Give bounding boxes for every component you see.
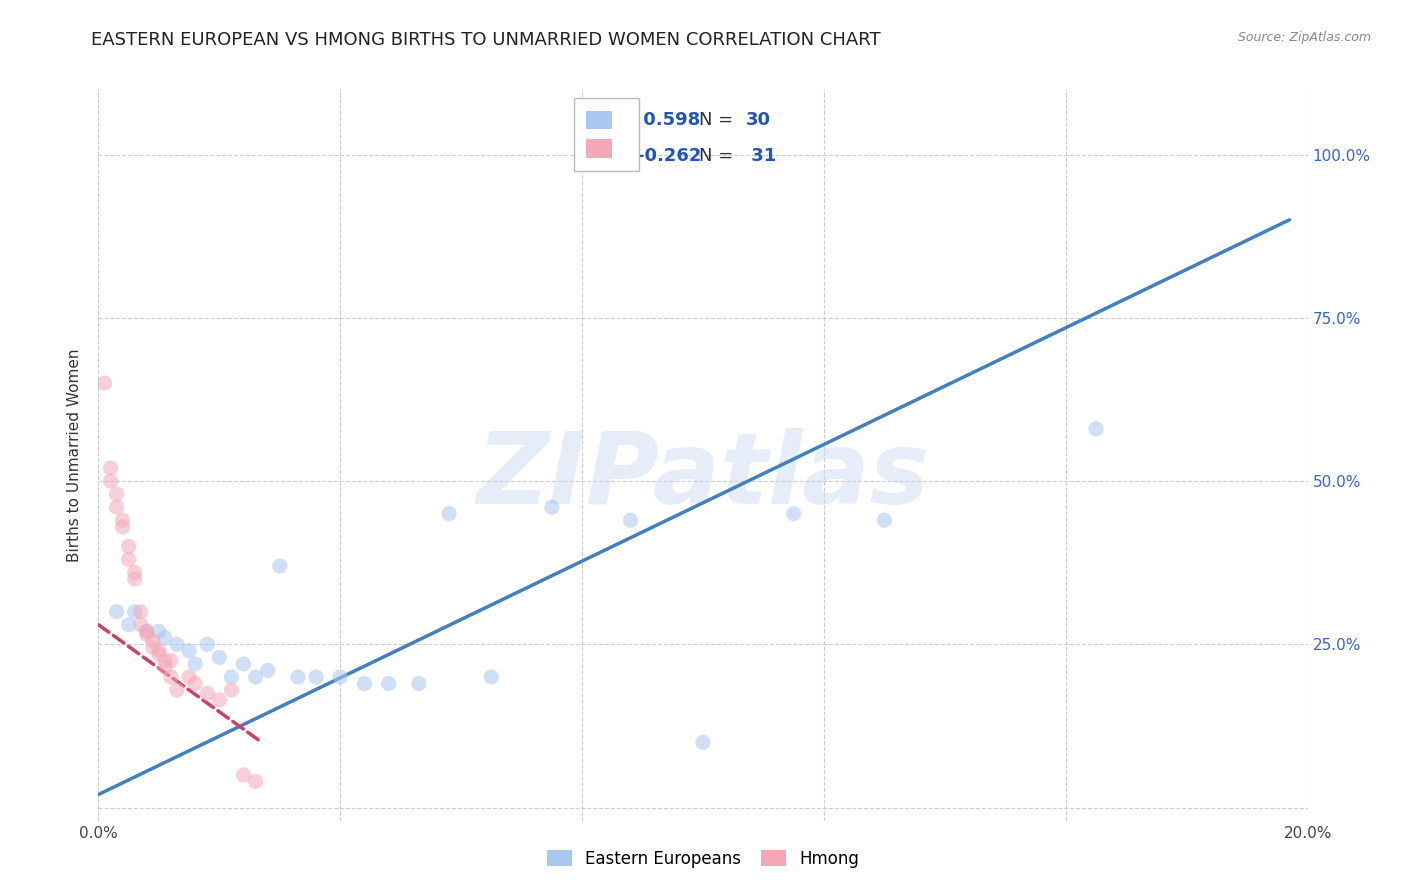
Point — [105, 487, 128, 501]
Point — [481, 670, 503, 684]
Point — [105, 605, 128, 619]
Point — [408, 676, 430, 690]
Legend: , : , — [574, 98, 638, 171]
Point — [692, 735, 714, 749]
Point — [135, 624, 157, 639]
Point — [232, 768, 254, 782]
Point — [195, 637, 218, 651]
Point — [232, 657, 254, 671]
Point — [100, 461, 122, 475]
Text: N =: N = — [700, 111, 734, 128]
Point — [148, 647, 170, 661]
Point — [287, 670, 309, 684]
Point — [783, 507, 806, 521]
Point — [329, 670, 352, 684]
Point — [437, 507, 460, 521]
Point — [124, 572, 146, 586]
Point — [135, 627, 157, 641]
Point — [148, 624, 170, 639]
Text: 0.598: 0.598 — [637, 111, 700, 128]
Point — [93, 376, 115, 390]
Point — [111, 520, 134, 534]
Point — [221, 683, 243, 698]
Point — [873, 513, 896, 527]
Point — [540, 500, 562, 515]
Point — [245, 774, 267, 789]
Point — [166, 683, 188, 698]
Point — [269, 558, 291, 573]
Point — [179, 670, 201, 684]
Point — [118, 617, 141, 632]
Point — [184, 657, 207, 671]
Point — [111, 513, 134, 527]
Point — [377, 676, 399, 690]
Point — [353, 676, 375, 690]
Legend: Eastern Europeans, Hmong: Eastern Europeans, Hmong — [540, 844, 866, 875]
Text: EASTERN EUROPEAN VS HMONG BIRTHS TO UNMARRIED WOMEN CORRELATION CHART: EASTERN EUROPEAN VS HMONG BIRTHS TO UNMA… — [91, 31, 882, 49]
Point — [142, 634, 165, 648]
Point — [208, 650, 231, 665]
Text: R =: R = — [585, 147, 617, 165]
Point — [142, 640, 165, 655]
Point — [305, 670, 328, 684]
Text: ZIPatlas: ZIPatlas — [477, 428, 929, 525]
Text: Source: ZipAtlas.com: Source: ZipAtlas.com — [1237, 31, 1371, 45]
Point — [256, 664, 278, 678]
Point — [221, 670, 243, 684]
Point — [160, 670, 183, 684]
Point — [160, 654, 183, 668]
Point — [166, 637, 188, 651]
Point — [124, 605, 146, 619]
Text: R =: R = — [585, 111, 617, 128]
Point — [118, 552, 141, 566]
Point — [184, 676, 207, 690]
Text: 31: 31 — [745, 147, 776, 165]
Text: -0.262: -0.262 — [637, 147, 702, 165]
Point — [153, 660, 176, 674]
Point — [195, 686, 218, 700]
Point — [100, 474, 122, 488]
Point — [153, 631, 176, 645]
Point — [118, 539, 141, 553]
Y-axis label: Births to Unmarried Women: Births to Unmarried Women — [67, 348, 83, 562]
Point — [129, 617, 152, 632]
Point — [124, 566, 146, 580]
Point — [129, 605, 152, 619]
Point — [153, 654, 176, 668]
Point — [245, 670, 267, 684]
Point — [619, 513, 641, 527]
Point — [1085, 422, 1108, 436]
Text: 30: 30 — [745, 111, 770, 128]
Point — [105, 500, 128, 515]
Point — [148, 644, 170, 658]
Point — [179, 644, 201, 658]
Point — [208, 693, 231, 707]
Text: N =: N = — [700, 147, 734, 165]
Point — [135, 624, 157, 639]
